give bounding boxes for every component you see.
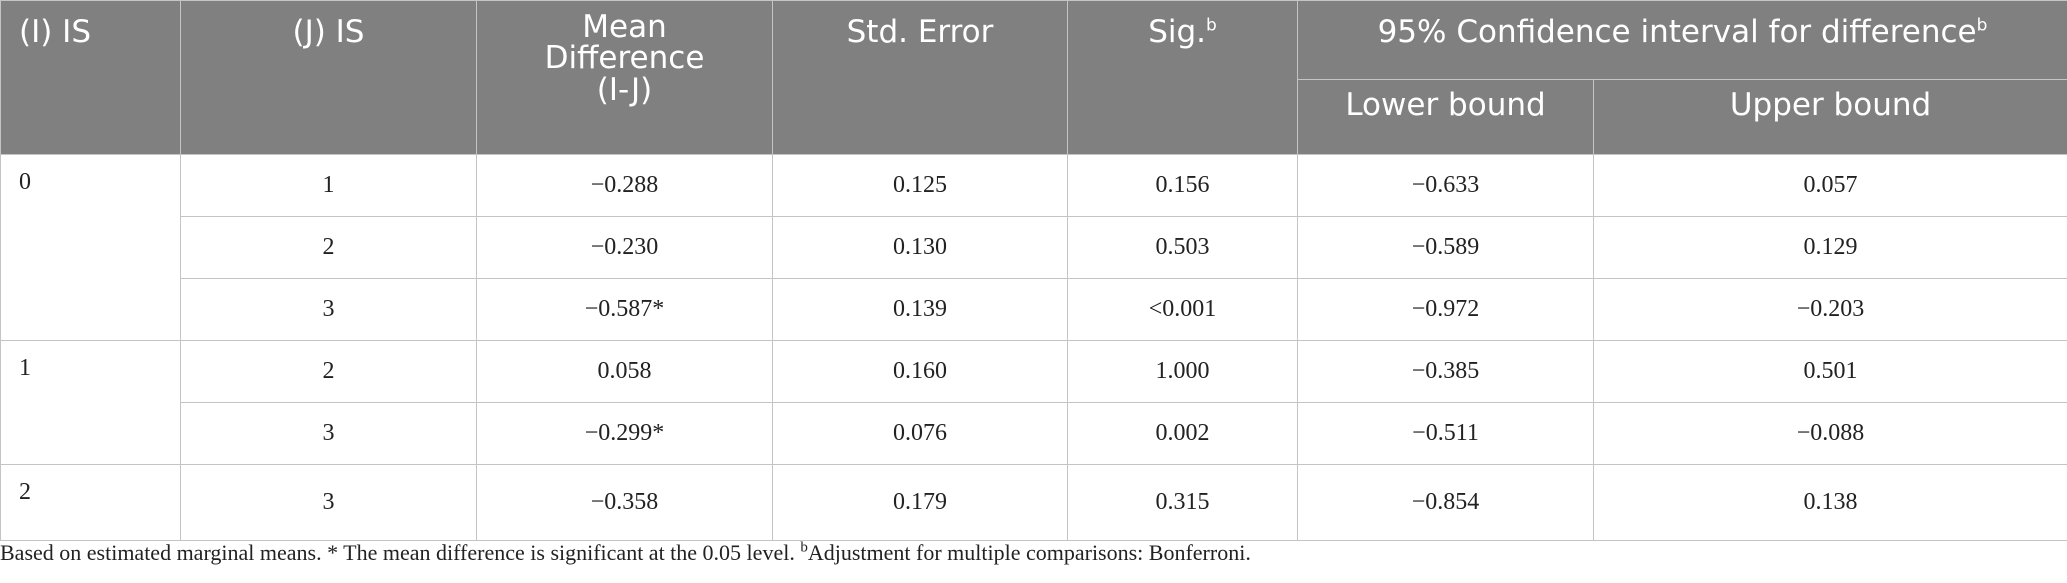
table-row: 0 1 −0.288 0.125 0.156 −0.633 0.057 [0, 154, 2067, 341]
lower-bound-cell: −0.854 [1297, 464, 1594, 541]
header-i-is-label: (I) IS [19, 14, 92, 50]
header-upper-bound: Upper bound [1592, 78, 2067, 156]
group-i-cell: 0 [0, 154, 181, 341]
j-cell: 3 [180, 402, 477, 465]
header-lower-bound-label: Lower bound [1345, 86, 1546, 123]
header-mean-difference: Mean Difference (I-J) [476, 0, 773, 155]
table-row: 3 −0.587* 0.139 <0.001 −0.972 −0.203 [1, 278, 2067, 341]
header-row-top: (I) IS (J) IS Mean Difference (I-J) Std.… [0, 0, 2067, 155]
footnote-superscript: b [800, 539, 808, 556]
lower-bound-cell: −0.589 [1297, 216, 1594, 279]
table-row: 2 3 −0.358 0.179 0.315 −0.854 0.138 [0, 464, 2067, 541]
group-i-cell: 2 [0, 464, 181, 541]
footnote-main-text: Based on estimated marginal means. * The… [0, 540, 801, 565]
mean-difference-cell: −0.299* [476, 402, 773, 465]
std-error-cell: 0.179 [772, 464, 1068, 541]
upper-bound-cell: 0.129 [1592, 216, 2067, 279]
sig-cell: 0.002 [1067, 402, 1298, 465]
header-upper-bound-label: Upper bound [1729, 86, 1932, 123]
table-footnote: Based on estimated marginal means. * The… [0, 540, 1251, 566]
table-body: 0 1 −0.288 0.125 0.156 −0.633 0.057 2 −0… [0, 154, 2067, 541]
j-cell: 2 [180, 216, 477, 279]
header-i-is: (I) IS [0, 0, 181, 155]
sig-cell: <0.001 [1067, 278, 1298, 341]
header-mean-line1: Mean [582, 9, 667, 45]
mean-difference-cell: −0.230 [476, 216, 773, 279]
mean-difference-cell: −0.288 [476, 154, 773, 217]
group-i-cell: 1 [0, 340, 181, 465]
header-mean-line2: Difference [544, 40, 705, 76]
upper-bound-cell: 0.138 [1592, 464, 2067, 541]
j-cell: 1 [180, 154, 477, 217]
header-j-is: (J) IS [180, 0, 477, 155]
footnote-tail-text: Adjustment for multiple comparisons: Bon… [807, 540, 1251, 565]
j-cell: 3 [180, 278, 477, 341]
sig-cell: 0.156 [1067, 154, 1298, 217]
header-std-error-label: Std. Error [846, 14, 994, 50]
table-row: 1 2 0.058 0.160 1.000 −0.385 0.501 [0, 340, 2067, 465]
header-j-is-label: (J) IS [292, 14, 365, 50]
header-sig-label: Sig. [1148, 14, 1207, 50]
table-row: 2 −0.230 0.130 0.503 −0.589 0.129 [1, 216, 2067, 279]
j-cell: 3 [180, 464, 477, 541]
pairwise-comparisons-table: (I) IS (J) IS Mean Difference (I-J) Std.… [0, 0, 2067, 541]
lower-bound-cell: −0.972 [1297, 278, 1594, 341]
upper-bound-cell: −0.203 [1592, 278, 2067, 341]
upper-bound-cell: 0.057 [1592, 154, 2067, 217]
sig-cell: 1.000 [1067, 340, 1298, 403]
std-error-cell: 0.139 [772, 278, 1068, 341]
header-confidence-interval: 95% Confidence interval for differenceb [1296, 0, 2067, 80]
mean-difference-cell: −0.358 [476, 464, 773, 541]
j-cell: 2 [180, 340, 477, 403]
header-ci-superscript: b [1976, 15, 1988, 36]
mean-difference-cell: 0.058 [476, 340, 773, 403]
lower-bound-cell: −0.385 [1297, 340, 1594, 403]
upper-bound-cell: 0.501 [1592, 340, 2067, 403]
header-sig-superscript: b [1206, 15, 1217, 36]
header-row-sub: Lower bound Upper bound [1, 78, 2067, 156]
std-error-cell: 0.076 [772, 402, 1068, 465]
sig-cell: 0.315 [1067, 464, 1298, 541]
header-lower-bound: Lower bound [1297, 78, 1594, 156]
header-std-error: Std. Error [772, 0, 1068, 155]
lower-bound-cell: −0.511 [1297, 402, 1594, 465]
pairwise-comparisons-table-container: (I) IS (J) IS Mean Difference (I-J) Std.… [0, 0, 2067, 541]
std-error-cell: 0.125 [772, 154, 1068, 217]
std-error-cell: 0.160 [772, 340, 1068, 403]
table-row: 3 −0.299* 0.076 0.002 −0.511 −0.088 [1, 402, 2067, 465]
table-header: (I) IS (J) IS Mean Difference (I-J) Std.… [0, 0, 2067, 156]
std-error-cell: 0.130 [772, 216, 1068, 279]
header-mean-line3: (I-J) [596, 72, 653, 108]
header-ci-label: 95% Confidence interval for difference [1377, 14, 1977, 50]
upper-bound-cell: −0.088 [1592, 402, 2067, 465]
mean-difference-cell: −0.587* [476, 278, 773, 341]
lower-bound-cell: −0.633 [1297, 154, 1594, 217]
header-sig: Sig.b [1067, 0, 1298, 155]
sig-cell: 0.503 [1067, 216, 1298, 279]
